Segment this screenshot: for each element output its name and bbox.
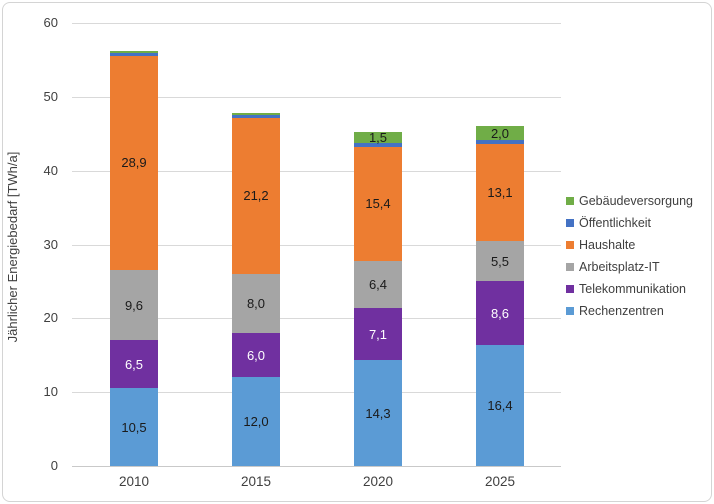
bar-value-label: 16,4 — [487, 397, 513, 413]
bar-value-label: 10,5 — [121, 419, 147, 435]
legend-item--ffentlichkeit: Öffentlichkeit — [566, 212, 693, 234]
legend-label: Rechenzentren — [579, 304, 664, 318]
legend-item-rechenzentren: Rechenzentren — [566, 300, 693, 322]
y-gridline — [72, 23, 561, 24]
bar-value-label: 21,2 — [243, 188, 269, 204]
bar-segment-telekommunikation-2025: 8,6 — [476, 281, 524, 345]
y-gridline — [72, 318, 561, 319]
bar-value-label: 15,4 — [365, 196, 391, 212]
y-axis-title: Jährlicher Energiebedarf [TWh/a] — [5, 151, 20, 343]
bar-segment--ffentlichkeit-2010 — [110, 52, 158, 57]
legend-swatch-icon — [566, 197, 574, 205]
legend-label: Telekommunikation — [579, 282, 686, 296]
legend-label: Haushalte — [579, 238, 636, 252]
bar-value-label: 7,1 — [368, 326, 388, 342]
bar-value-label: 6,5 — [124, 356, 144, 372]
bar-segment-arbeitsplatz-it-2025: 5,5 — [476, 240, 524, 282]
legend-swatch-icon — [566, 241, 574, 249]
legend-label: Arbeitsplatz-IT — [579, 260, 660, 274]
bar-value-label: 12,0 — [243, 414, 269, 430]
bar-value-label: 8,6 — [490, 305, 510, 321]
y-tick-label: 40 — [43, 163, 58, 178]
bar-segment-arbeitsplatz-it-2010: 9,6 — [110, 269, 158, 341]
bar-segment-rechenzentren-2015: 12,0 — [232, 377, 280, 466]
y-tick-label: 50 — [43, 89, 58, 104]
bar-segment-geb-udeversorgung-2015 — [232, 113, 280, 115]
legend-swatch-icon — [566, 285, 574, 293]
bar-segment-geb-udeversorgung-2020: 1,5 — [354, 130, 402, 146]
x-tick-label-2010: 2010 — [118, 474, 150, 489]
bar-segment-telekommunikation-2015: 6,0 — [232, 333, 280, 378]
bar-value-label: 6,0 — [246, 347, 266, 363]
bar-value-label: 13,1 — [487, 184, 513, 200]
bar-segment--ffentlichkeit-2015 — [232, 114, 280, 118]
bar-segment--ffentlichkeit-2020 — [354, 143, 402, 148]
bar-segment-haushalte-2015: 21,2 — [232, 117, 280, 275]
y-gridline — [72, 97, 561, 98]
x-axis-line — [72, 466, 561, 467]
legend-swatch-icon — [566, 307, 574, 315]
legend-label: Öffentlichkeit — [579, 216, 652, 230]
y-tick-label: 20 — [43, 310, 58, 325]
bar-value-label: 1,5 — [368, 130, 388, 146]
y-gridline — [72, 245, 561, 246]
legend-item-haushalte: Haushalte — [566, 234, 693, 256]
bar-value-label: 28,9 — [121, 155, 147, 171]
y-gridline — [72, 392, 561, 393]
legend-item-geb-udeversorgung: Gebäudeversorgung — [566, 190, 693, 212]
bar-segment-rechenzentren-2025: 16,4 — [476, 344, 524, 466]
bar-value-label: 5,5 — [490, 253, 510, 269]
y-tick-label: 10 — [43, 384, 58, 399]
y-tick-label: 30 — [43, 237, 58, 252]
bar-segment-rechenzentren-2010: 10,5 — [110, 388, 158, 466]
legend-item-telekommunikation: Telekommunikation — [566, 278, 693, 300]
y-gridline — [72, 171, 561, 172]
bar-segment-arbeitsplatz-it-2015: 8,0 — [232, 274, 280, 334]
bar-segment-haushalte-2010: 28,9 — [110, 56, 158, 270]
bar-segment-telekommunikation-2020: 7,1 — [354, 307, 402, 361]
legend-swatch-icon — [566, 263, 574, 271]
bar-segment-arbeitsplatz-it-2020: 6,4 — [354, 260, 402, 308]
bar-segment-geb-udeversorgung-2025: 2,0 — [476, 126, 524, 141]
bar-value-label: 8,0 — [246, 296, 266, 312]
bar-value-label: 9,6 — [124, 297, 144, 313]
x-tick-label-2015: 2015 — [240, 474, 272, 489]
bar-value-label: 14,3 — [365, 405, 391, 421]
x-tick-label-2025: 2025 — [484, 474, 516, 489]
bar-segment-rechenzentren-2020: 14,3 — [354, 360, 402, 466]
bar-value-label: 2,0 — [490, 125, 510, 141]
y-tick-label: 0 — [50, 458, 58, 473]
bar-segment-geb-udeversorgung-2010 — [110, 51, 158, 53]
bar-segment--ffentlichkeit-2025 — [476, 140, 524, 145]
bar-value-label: 6,4 — [368, 276, 388, 292]
legend: Gebäudeversorgung Öffentlichkeit Haushalte… — [566, 190, 693, 322]
bar-segment-telekommunikation-2010: 6,5 — [110, 340, 158, 389]
bar-segment-haushalte-2020: 15,4 — [354, 147, 402, 261]
x-tick-label-2020: 2020 — [362, 474, 394, 489]
legend-item-arbeitsplatz-it: Arbeitsplatz-IT — [566, 256, 693, 278]
y-tick-label: 60 — [43, 15, 58, 30]
legend-swatch-icon — [566, 219, 574, 227]
bar-segment-haushalte-2025: 13,1 — [476, 144, 524, 241]
legend-label: Gebäudeversorgung — [579, 194, 693, 208]
